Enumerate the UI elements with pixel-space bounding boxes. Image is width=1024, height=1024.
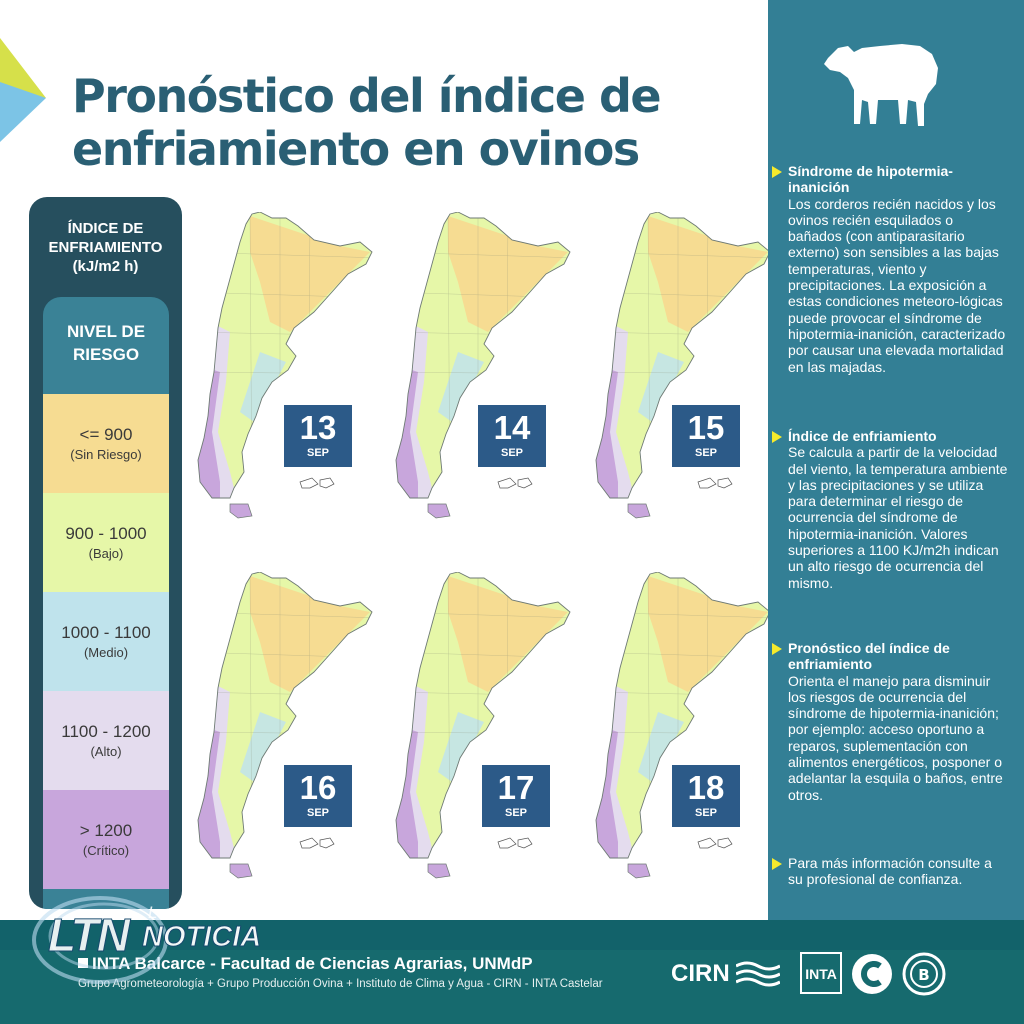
date-badge: 14 SEP [478,405,546,467]
section-pronostico: Pronóstico del índice de enfriamiento Or… [772,640,1010,803]
date-badge: 16 SEP [284,765,352,827]
date-month: SEP [694,807,717,819]
forecast-map-16: 16 SEP [190,572,380,902]
bullet-icon [772,166,782,178]
cirn-waves-icon [736,961,780,987]
date-day: 18 [687,769,725,806]
section-heading: Síndrome de hipotermia-inanición [788,163,953,196]
level-range: 1000 - 1100 [61,623,151,642]
date-badge: 17 SEP [482,765,550,827]
legend-level-bajo: 900 - 1000 (Bajo) [43,493,169,592]
level-range: <= 900 [79,425,133,444]
section-heading: Índice de enfriamiento [788,428,937,444]
argentina-map [197,212,373,519]
legend-header-line: (kJ/m2 h) [72,258,139,275]
argentina-map [595,212,771,519]
legend-scale: NIVEL DE RIESGO <= 900 (Sin Riesgo) 900 … [43,297,169,909]
forecast-map-13: 13 SEP [190,212,380,542]
legend-subheader-line: NIVEL DE [66,322,146,341]
date-month: SEP [500,447,523,459]
legend-level-medio: 1000 - 1100 (Medio) [43,592,169,691]
section-text: Orienta el manejo para disminuir los rie… [788,672,1003,803]
legend-subheader: NIVEL DE RIESGO [43,297,169,394]
level-label: (Medio) [83,645,129,660]
section-indice: Índice de enfriamiento Se calcula a part… [772,428,1010,591]
title-line-2: enfriamiento en ovinos [72,122,640,176]
argentina-map [395,212,571,519]
date-month: SEP [306,447,329,459]
forecast-map-15: 15 SEP [588,212,778,542]
legend-header: ÍNDICE DE ENFRIAMIENTO (kJ/m2 h) [29,219,182,276]
level-label: (Crítico) [82,843,130,858]
level-label: (Alto) [90,744,122,759]
section-text: Se calcula a partir de la velocidad del … [788,444,1008,591]
footer-main-text: INTA Balcarce - Facultad de Ciencias Agr… [92,954,533,973]
argentina-map [595,572,771,879]
inta-logo: INTA [800,952,842,994]
bullet-icon [772,431,782,443]
forecast-map-18: 18 SEP [588,572,778,902]
section-sindrome: Síndrome de hipotermia-inanición Los cor… [772,163,1010,375]
date-day: 14 [493,409,531,446]
square-icon [78,958,88,968]
legend-level-alto: 1100 - 1200 (Alto) [43,691,169,790]
corner-decoration [0,38,46,142]
date-month: SEP [694,447,717,459]
footer: INTA Balcarce - Facultad de Ciencias Agr… [0,920,1024,1024]
institution-logo-icon [852,954,892,994]
date-badge: 15 SEP [672,405,740,467]
footer-institutions: INTA Balcarce - Facultad de Ciencias Agr… [78,954,533,974]
svg-text:B: B [918,966,929,984]
legend-header-line: ÍNDICE DE [67,220,144,237]
date-day: 17 [497,769,535,806]
legend-subheader-line: RIESGO [72,345,140,364]
footer-stripe [0,920,1024,950]
bullet-icon [772,858,782,870]
level-range: > 1200 [79,821,133,840]
level-label: (Sin Riesgo) [70,447,142,462]
page-title: Pronóstico del índice de enfriamiento en… [72,70,752,176]
cirn-logo: CIRN [671,960,730,987]
sheep-icon [824,44,938,126]
date-month: SEP [504,807,527,819]
date-day: 16 [299,769,337,806]
title-line-1: Pronóstico del índice de [72,69,662,123]
risk-legend: ÍNDICE DE ENFRIAMIENTO (kJ/m2 h) NIVEL D… [29,197,182,909]
section-heading: Pronóstico del índice de enfriamiento [788,640,950,673]
legend-level-sin-riesgo: <= 900 (Sin Riesgo) [43,394,169,493]
bullet-icon [772,643,782,655]
legend-level-critico: > 1200 (Crítico) [43,790,169,889]
argentina-map [197,572,373,879]
date-badge: 18 SEP [672,765,740,827]
footer-groups: Grupo Agrometeorología + Grupo Producció… [78,978,603,990]
argentina-map [395,572,571,879]
date-day: 13 [299,409,337,446]
section-text: Los corderos recién nacidos y los ovinos… [788,195,1006,375]
level-range: 1100 - 1200 [61,722,151,741]
section-text: Para más información consulte a su profe… [788,855,992,888]
forecast-map-14: 14 SEP [388,212,578,542]
info-panel: Síndrome de hipotermia-inanición Los cor… [768,0,1024,920]
date-month: SEP [306,807,329,819]
level-label: (Bajo) [88,546,124,561]
date-badge: 13 SEP [284,405,352,467]
level-range: 900 - 1000 [65,524,147,543]
legend-header-line: ENFRIAMIENTO [48,239,163,256]
date-day: 15 [687,409,725,446]
section-contacto: Para más información consulte a su profe… [772,855,1010,888]
university-seal-icon: B [902,952,946,996]
forecast-map-17: 17 SEP [388,572,578,902]
